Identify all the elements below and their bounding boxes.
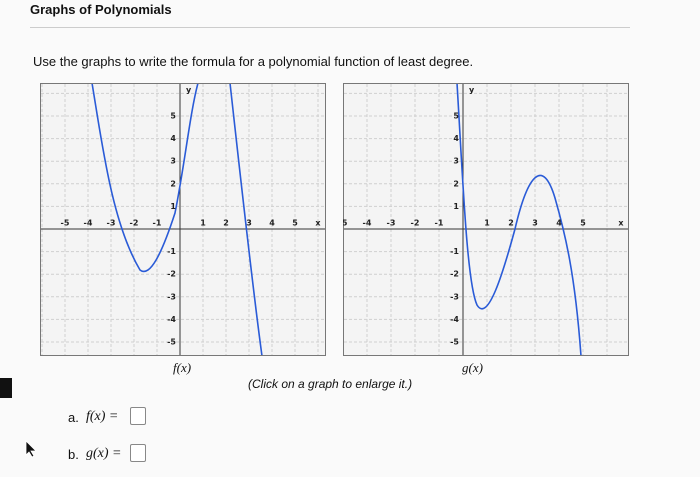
- answer-input[interactable]: [130, 407, 146, 425]
- grid: [344, 84, 628, 355]
- curve-g: [456, 84, 582, 355]
- x-tick-label: -3: [387, 219, 396, 228]
- y-tick-label: 2: [170, 179, 176, 188]
- x-tick-label: -5: [343, 219, 348, 228]
- y-tick-label: 3: [453, 157, 459, 166]
- y-tick-label: 4: [453, 134, 459, 143]
- x-tick-label: -4: [363, 219, 372, 228]
- x-tick-label: 2: [223, 219, 229, 228]
- divider: [30, 27, 630, 28]
- x-axis-label: x: [315, 219, 321, 228]
- y-tick-label: -4: [167, 315, 176, 324]
- answer-input[interactable]: [130, 444, 146, 462]
- x-tick-label: -1: [435, 219, 444, 228]
- page-title: Graphs of Polynomials: [30, 2, 172, 17]
- x-tick-label: 4: [269, 219, 275, 228]
- x-tick-label: 3: [246, 219, 252, 228]
- grid: [41, 84, 325, 355]
- graph-caption: g(x): [462, 360, 483, 375]
- graph-f[interactable]: -5 -4 -3 -2 -1 1 2 3 4 5 -5 -4 -3 -2 -1 1 2 3 4 5 x y: [40, 83, 326, 356]
- y-axis-label: y: [469, 86, 475, 95]
- y-tick-label: -1: [167, 247, 176, 256]
- answer-label: b.: [68, 447, 79, 462]
- y-tick-label: -3: [167, 292, 176, 301]
- x-tick-label: -5: [61, 219, 70, 228]
- x-tick-label: 5: [292, 219, 298, 228]
- y-tick-label: 1: [453, 202, 459, 211]
- y-axis-label: y: [186, 86, 192, 95]
- x-tick-label: -2: [411, 219, 420, 228]
- y-tick-label: -5: [450, 338, 459, 347]
- y-tick-label: -5: [167, 338, 176, 347]
- y-tick-label: 1: [170, 202, 176, 211]
- x-tick-label: -2: [130, 219, 139, 228]
- y-tick-label: 5: [170, 112, 176, 121]
- y-tick-label: -1: [450, 247, 459, 256]
- x-tick-label: 4: [556, 219, 562, 228]
- x-tick-label: -1: [153, 219, 162, 228]
- y-tick-label: 2: [453, 179, 459, 188]
- answer-function: f(x) =: [86, 409, 119, 424]
- note: (Click on a graph to enlarge it.): [248, 377, 413, 391]
- graph-g[interactable]: -5 -4 -3 -2 -1 1 2 3 4 5 -5 -4 -3 -2 -1 1 2 3 4 5 x y: [343, 83, 629, 356]
- y-tick-label: -2: [450, 270, 459, 279]
- answer-function: g(x) =: [86, 446, 122, 461]
- x-tick-label: -4: [84, 219, 93, 228]
- y-tick-label: 3: [170, 157, 176, 166]
- graph-caption: f(x): [173, 360, 192, 375]
- x-tick-label: 5: [580, 219, 586, 228]
- y-tick-label: 4: [170, 134, 176, 143]
- y-tick-label: -2: [167, 270, 176, 279]
- x-tick-label: 2: [508, 219, 514, 228]
- x-tick-label: -3: [107, 219, 116, 228]
- curve-f: [91, 84, 263, 355]
- cursor: [25, 440, 37, 458]
- x-tick-label: 3: [532, 219, 538, 228]
- prompt: Use the graphs to write the formula for …: [33, 54, 474, 69]
- x-tick-label: 1: [484, 219, 490, 228]
- answer-label: a.: [68, 410, 79, 425]
- x-tick-label: 1: [200, 219, 206, 228]
- x-axis-label: x: [618, 219, 624, 228]
- y-tick-label: -4: [450, 315, 459, 324]
- side-marker: [0, 378, 12, 398]
- y-tick-label: -3: [450, 292, 459, 301]
- y-tick-label: 5: [453, 112, 459, 121]
